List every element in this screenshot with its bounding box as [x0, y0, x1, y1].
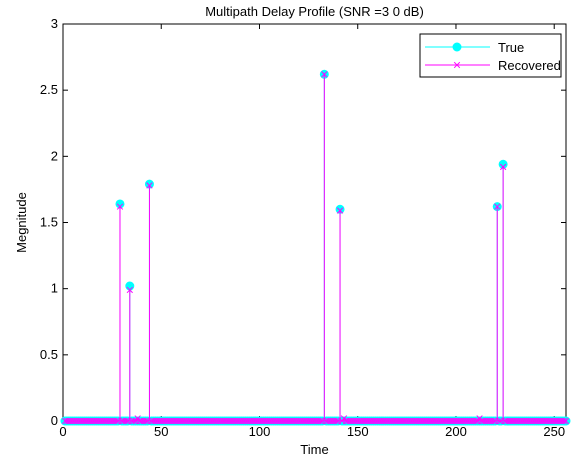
recovered-marker	[146, 182, 153, 189]
recovered-marker	[112, 417, 120, 425]
y-tick-label: 2.5	[40, 82, 58, 97]
plot-frame	[62, 23, 567, 422]
recovered-marker	[472, 417, 479, 425]
x-tick-label: 200	[445, 424, 467, 439]
x-tick-label: 50	[154, 424, 168, 439]
legend-box	[419, 33, 562, 78]
recovered-marker	[494, 203, 501, 210]
recovered-marker	[126, 286, 133, 294]
recovered-marker	[336, 207, 344, 214]
chart-title: Multipath Delay Profile (SNR =3 0 dB)	[205, 4, 424, 19]
recovered-marker	[499, 163, 507, 171]
x-axis-label: Time	[300, 442, 328, 457]
legend-true-label: True	[498, 40, 524, 55]
recovered-marker	[332, 417, 340, 425]
recovered-marker	[490, 417, 497, 425]
legend-recovered-label: Recovered	[498, 58, 561, 73]
legend-true-marker	[452, 42, 462, 52]
recovered-marker	[122, 417, 130, 425]
x-tick-label: 250	[543, 424, 565, 439]
x-tick-label: 0	[59, 424, 66, 439]
recovered-marker	[317, 417, 324, 425]
y-tick-label: 0.5	[40, 347, 58, 362]
recovered-marker	[142, 417, 149, 425]
y-tick-label: 3	[51, 16, 58, 31]
recovered-marker	[496, 417, 503, 425]
y-tick-label: 1	[51, 281, 58, 296]
recovered-marker	[116, 203, 124, 210]
y-tick-label: 1.5	[40, 215, 58, 230]
recovered-marker	[560, 417, 568, 425]
x-tick-label: 100	[249, 424, 271, 439]
y-axis-label: Megnitude	[14, 192, 29, 253]
true-marker	[125, 281, 135, 291]
y-tick-label: 2	[51, 148, 58, 163]
x-tick-label: 150	[347, 424, 369, 439]
recovered-marker	[562, 417, 570, 425]
y-tick-label: 0	[51, 413, 58, 428]
legend-recovered-marker	[453, 61, 461, 69]
recovered-marker	[130, 417, 137, 425]
legend: True Recovered	[419, 33, 562, 78]
recovered-marker	[321, 71, 328, 78]
